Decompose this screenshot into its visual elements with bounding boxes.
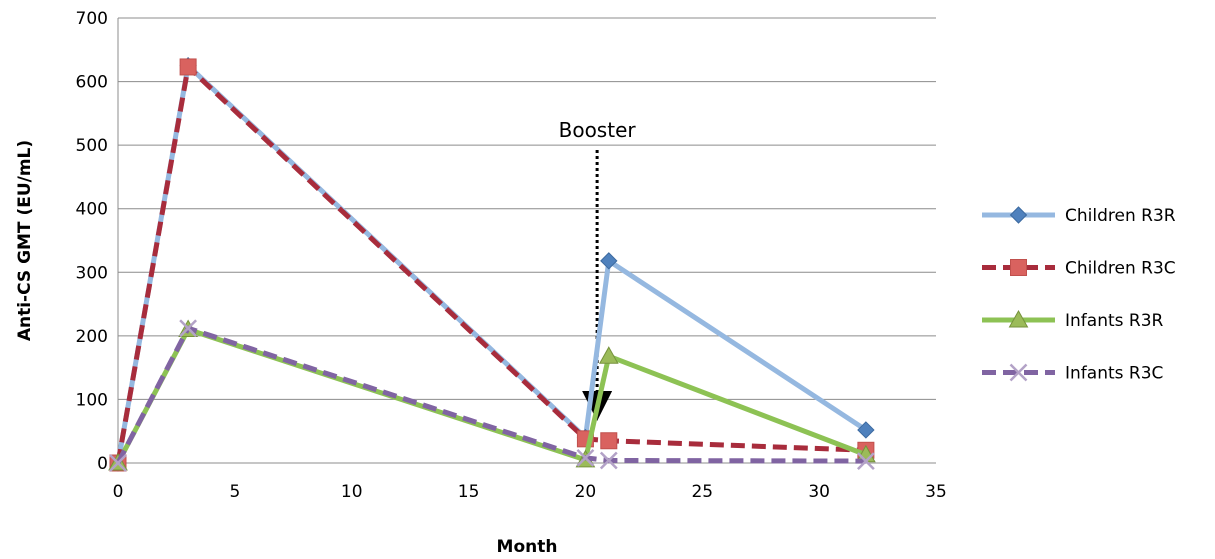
y-tick-label: 200 (76, 327, 108, 347)
series-3 (109, 319, 875, 472)
legend-label: Children R3C (1065, 259, 1176, 279)
data-point (599, 451, 618, 470)
data-point (576, 449, 595, 467)
y-tick-label: 700 (76, 9, 108, 29)
legend-marker (1009, 363, 1028, 382)
x-tick-label: 15 (458, 482, 480, 502)
y-tick-label: 500 (76, 136, 108, 156)
legend: Children R3R Children R3C Infants R3R Infan… (982, 206, 1176, 384)
legend-item: Children R3R (982, 206, 1176, 226)
data-point (857, 421, 875, 439)
series-line (115, 63, 868, 464)
x-axis-ticks: 0 5 10 15 20 25 30 35 (113, 482, 947, 502)
series-lines (108, 56, 876, 472)
data-point (857, 452, 875, 470)
x-axis-title: Month (497, 537, 558, 557)
legend-item: Children R3C (982, 259, 1176, 279)
legend-item: Infants R3R (982, 309, 1164, 331)
legend-marker (1009, 206, 1028, 224)
data-point (600, 432, 618, 450)
data-point (179, 58, 197, 76)
booster-annotation: Booster (559, 118, 637, 421)
x-tick-label: 20 (575, 482, 597, 502)
x-tick-label: 0 (113, 482, 124, 502)
x-tick-label: 30 (808, 482, 830, 502)
data-point (179, 319, 197, 338)
legend-item: Infants R3C (982, 364, 1163, 384)
x-tick-label: 25 (691, 482, 713, 502)
data-point (600, 252, 618, 270)
series-line (115, 64, 866, 464)
y-axis-title: Anti-CS GMT (EU/mL) (15, 140, 35, 341)
data-point (109, 454, 127, 472)
series-0 (109, 56, 875, 472)
y-tick-label: 300 (76, 263, 108, 283)
data-point (598, 346, 619, 364)
x-tick-label: 35 (925, 482, 947, 502)
legend-marker (1008, 309, 1029, 328)
y-tick-label: 0 (97, 454, 108, 474)
booster-label: Booster (559, 118, 637, 142)
grid-lines (117, 17, 936, 464)
legend-label: Infants R3C (1065, 364, 1163, 384)
x-tick-label: 5 (229, 482, 240, 502)
series-1 (109, 58, 875, 472)
legend-marker (1010, 259, 1027, 276)
y-tick-label: 600 (76, 73, 108, 93)
legend-label: Children R3R (1065, 206, 1176, 226)
y-tick-label: 100 (76, 390, 108, 410)
y-axis-ticks: 0 100 200 300 400 500 600 700 (76, 9, 108, 474)
y-tick-label: 400 (76, 200, 108, 220)
x-tick-label: 10 (341, 482, 363, 502)
legend-label: Infants R3R (1065, 311, 1164, 331)
